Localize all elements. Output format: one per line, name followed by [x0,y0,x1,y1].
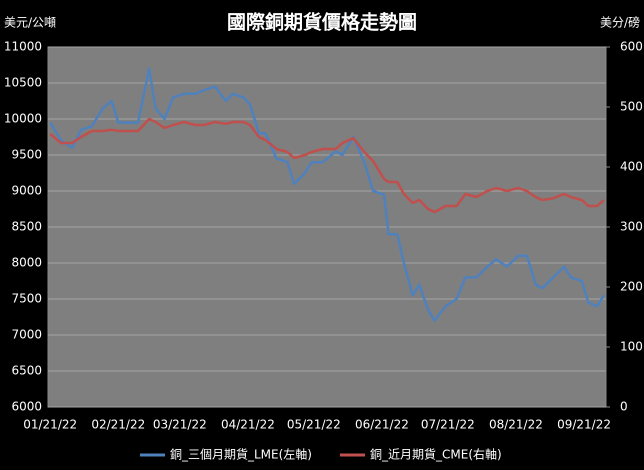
x-tick-label: 07/21/22 [421,418,475,432]
data-line [49,67,605,322]
y2-tick-label: 0 [620,400,628,414]
y2-tick-label: 600 [620,40,643,54]
x-tick-label: 08/21/22 [489,418,543,432]
y-tick-label: 10000 [4,112,42,126]
y-tick-label: 7500 [11,292,42,306]
y2-tick-label: 400 [620,160,643,174]
y-tick-label: 10500 [4,76,42,90]
legend-label: 銅_近月期貨_CME(右軸) [370,447,502,462]
chart-title: 國際銅期貨價格走勢圖 [227,11,417,34]
legend-label: 銅_三個月期貨_LME(左軸) [170,447,312,462]
y-tick-label: 7000 [11,328,42,342]
y-tick-label: 11000 [4,40,42,54]
x-tick-label: 04/21/22 [221,418,275,432]
y-tick-label: 6500 [11,364,42,378]
x-tick-label: 05/21/22 [287,418,341,432]
y2-tick-label: 100 [620,340,643,354]
y2-tick-label: 200 [620,280,643,294]
x-tick-label: 03/21/22 [153,418,207,432]
data-line [49,117,605,214]
y-tick-label: 6000 [11,400,42,414]
y-tick-label: 8000 [11,256,42,270]
y-axis-label: 美元/公噸 [4,16,56,30]
y-tick-label: 9000 [11,184,42,198]
x-tick-label: 06/21/22 [355,418,409,432]
y-tick-label: 8500 [11,220,42,234]
x-tick-label: 09/21/22 [557,418,611,432]
y-tick-label: 9500 [11,148,42,162]
y2-tick-label: 500 [620,100,643,114]
x-tick-label: 02/21/22 [91,418,145,432]
x-tick-label: 01/21/22 [23,418,77,432]
y2-tick-label: 300 [620,220,643,234]
y2-axis-label: 美分/磅 [600,15,640,30]
